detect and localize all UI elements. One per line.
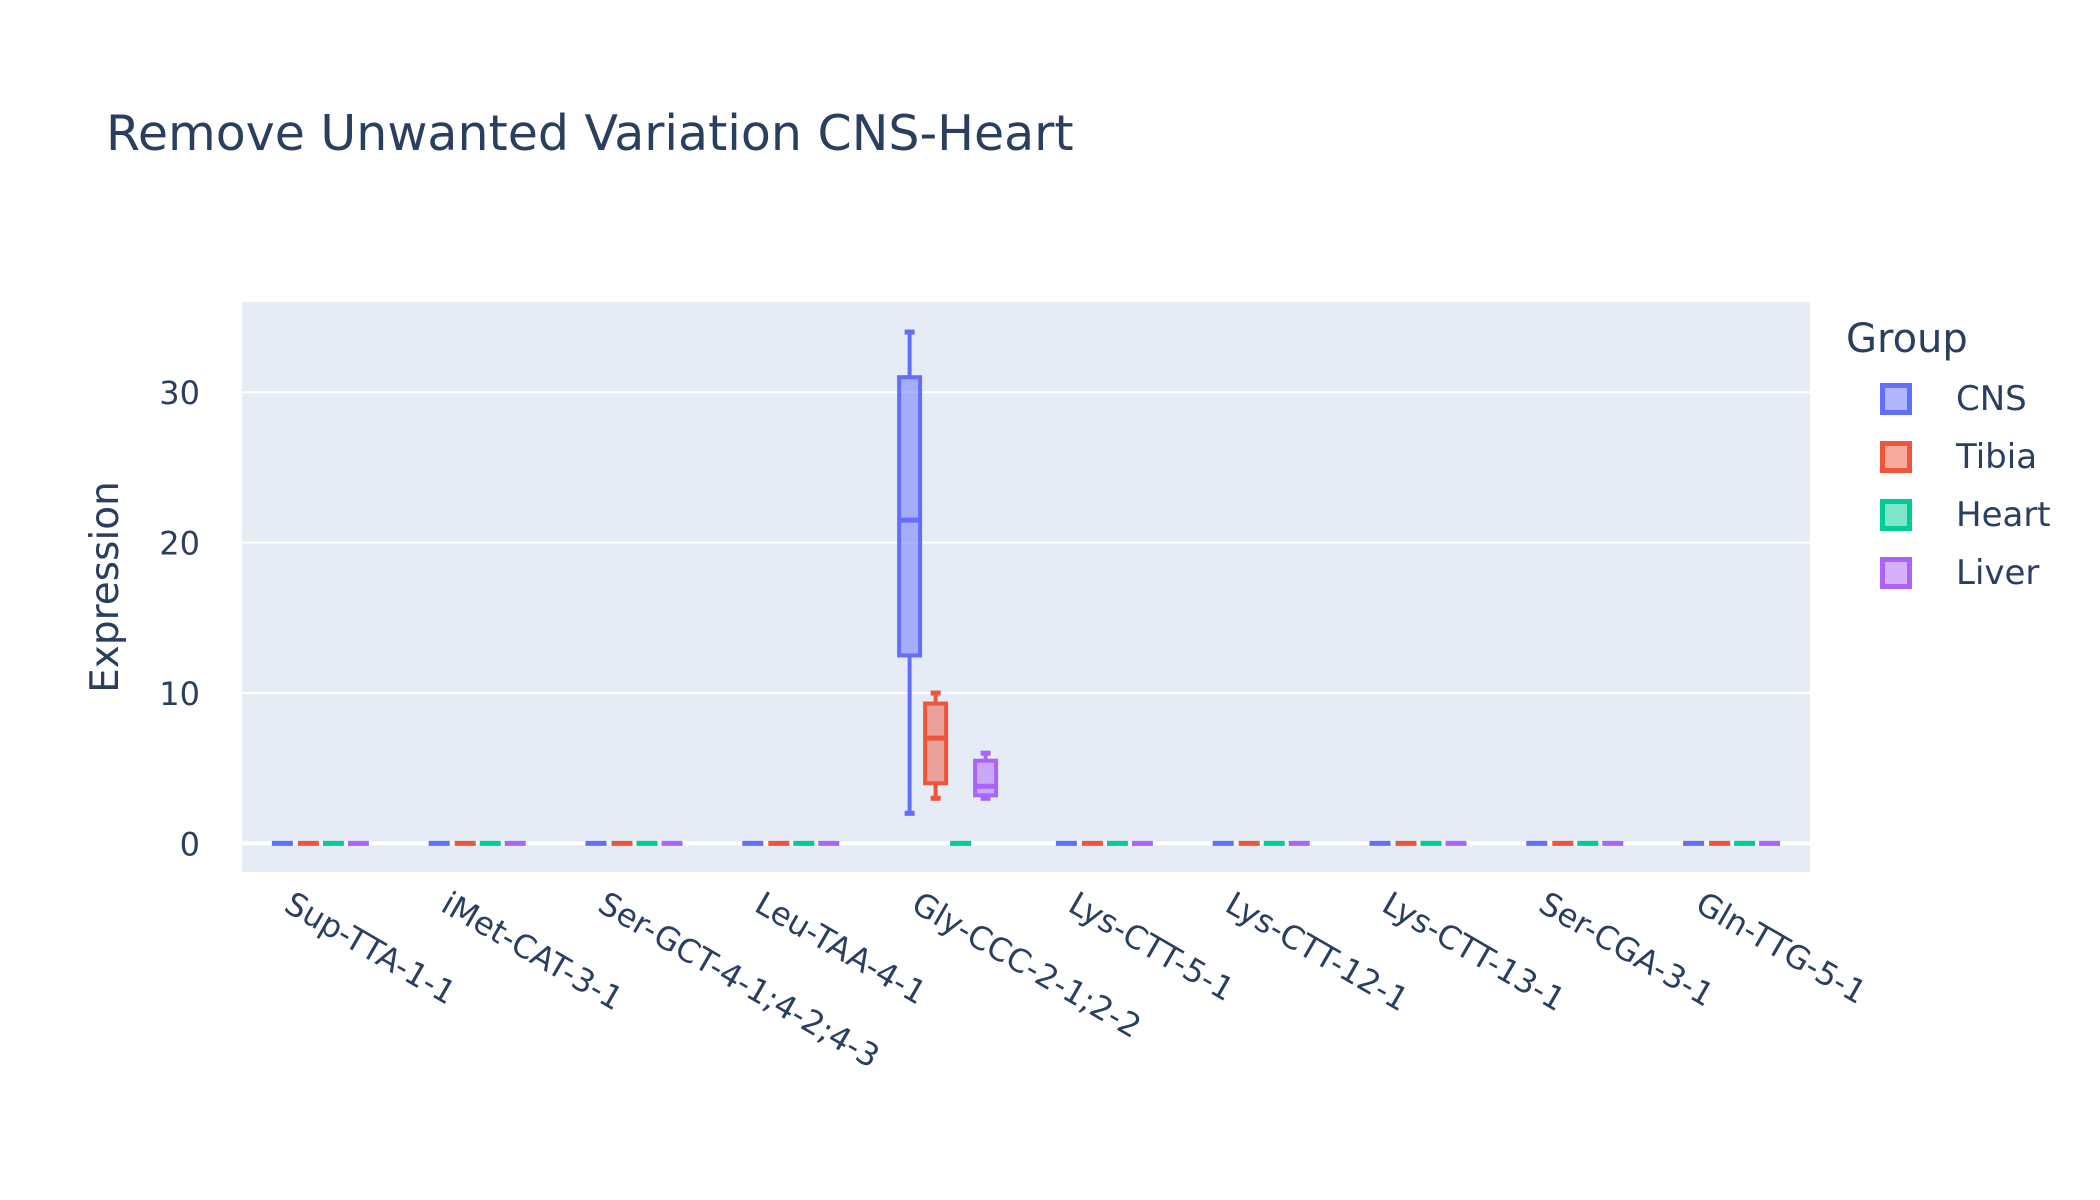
legend-label: Liver [1956,553,2040,593]
legend-label: Heart [1956,495,2051,535]
box-iqr [897,375,923,658]
legend-label: Tibia [1956,437,2038,477]
box-iqr [923,701,949,786]
x-tick-label: Sup-TTA-1-1 [278,884,462,1012]
legend-item-tibia[interactable]: Tibia [1846,428,2051,486]
legend-label: CNS [1956,379,2027,419]
box-cns [897,329,923,816]
legend-swatch [1880,499,1912,531]
legend-title: Group [1846,316,1968,362]
y-tick-label: 20 [159,525,200,563]
legend-swatch [1880,557,1912,589]
y-axis-label: Expression [83,481,128,693]
legend-item-cns[interactable]: CNS [1846,370,2051,428]
legend-item-liver[interactable]: Liver [1846,544,2051,602]
legend-item-heart[interactable]: Heart [1846,486,2051,544]
box-liver [973,750,999,801]
x-tick-label: Gln-TTG-5-1 [1690,884,1873,1012]
box-iqr [973,758,999,798]
legend-swatch [1880,441,1912,473]
chart-title: Remove Unwanted Variation CNS-Heart [106,105,1074,162]
y-tick-label: 0 [180,825,200,863]
box-tibia [923,690,949,801]
y-tick-label: 10 [159,675,200,713]
legend-swatch [1880,383,1912,415]
y-tick-label: 30 [159,374,200,412]
legend: Group CNS Tibia Heart Liver [1846,314,2051,602]
plot-area [242,302,1810,872]
x-tick-label: Ser-GCT-4-1;4-2;4-3 [592,884,886,1076]
